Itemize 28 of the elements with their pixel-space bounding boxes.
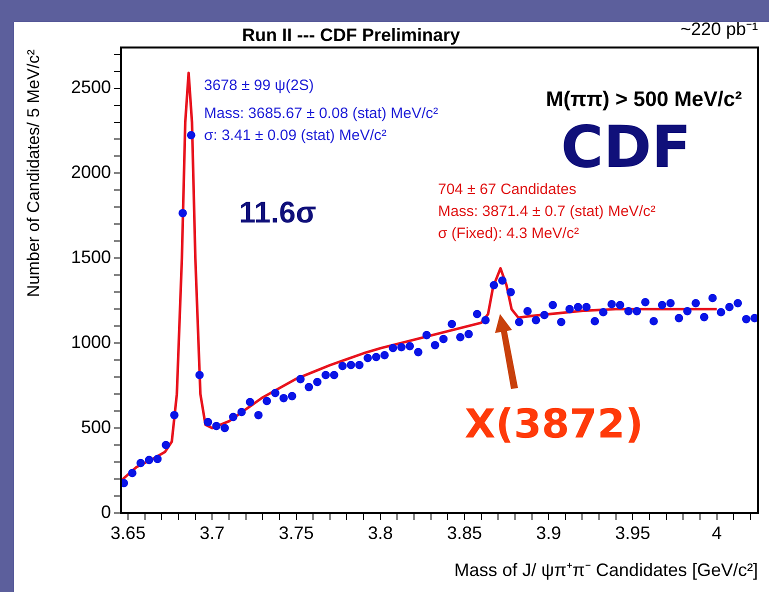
y-tick-label: 2500 (70, 77, 111, 98)
text: ~220 pb⁻¹ (680, 18, 758, 39)
x-tick-label: 3.75 (278, 522, 314, 543)
y-tick-label: 500 (80, 417, 111, 438)
y-tick-label: 1000 (70, 332, 111, 352)
x-tick-label: 4 (712, 522, 722, 543)
x-tick-label: 3.8 (368, 522, 393, 543)
x-tick-label: 3.7 (200, 522, 225, 543)
y-tick-label: 1500 (70, 247, 111, 268)
y-axis-title: Number of Candidates/ 5 MeV/c² (24, 49, 44, 298)
annotation: Mass: 3871.4 ± 0.7 (stat) MeV/c² (438, 203, 656, 220)
x-axis-title: Mass of J/ ψπ⁺π⁻ Candidates [GeV/c²] (454, 560, 758, 580)
x-tick-label: 3.95 (615, 522, 650, 543)
annotation: Mass: 3685.67 ± 0.08 (stat) MeV/c² (204, 105, 438, 122)
annotation: CDF (560, 113, 692, 182)
annotation: 3678 ± 99 ψ(2S) (204, 77, 314, 94)
annotation: σ (Fixed): 4.3 MeV/c² (438, 225, 579, 242)
y-tick-label: 2000 (70, 162, 111, 182)
x-tick-label: 3.85 (446, 522, 482, 543)
x-tick-label: 3.65 (110, 522, 146, 543)
annotation: 704 ± 67 Candidates (438, 181, 576, 198)
x-tick-label: 3.9 (536, 522, 562, 543)
annotation: 11.6σ (239, 196, 316, 230)
annotation: M(ππ) > 500 MeV/c² (546, 88, 742, 111)
annotation: σ: 3.41 ± 0.09 (stat) MeV/c² (204, 127, 387, 144)
chart-title: Run II --- CDF Preliminary (242, 24, 460, 45)
annotation: X(3872) (464, 401, 644, 448)
y-tick-label: 0 (100, 502, 111, 522)
